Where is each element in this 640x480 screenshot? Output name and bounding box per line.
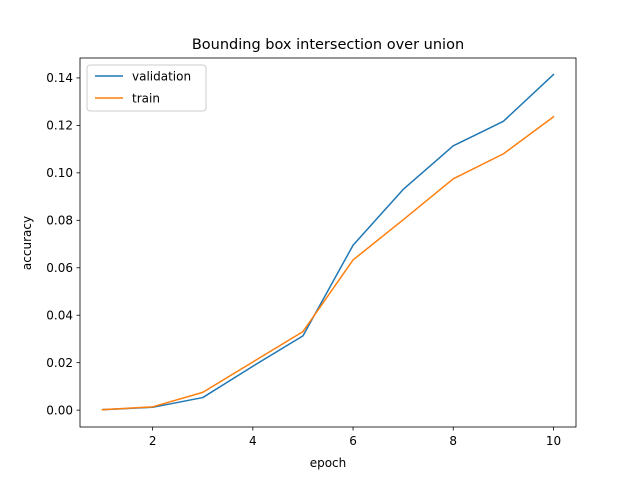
y-tick-label: 0.04 [46, 309, 73, 323]
x-tick-label: 6 [349, 434, 357, 448]
plot-area [79, 57, 577, 428]
y-axis: 0.00 0.02 0.04 0.06 0.08 0.10 0.12 0.14 [46, 71, 80, 417]
y-axis-label: accuracy [20, 216, 34, 270]
plot-frame [79, 57, 577, 428]
legend-label-train: train [132, 91, 160, 105]
y-tick-label: 0.08 [46, 214, 73, 228]
chart-title: Bounding box intersection over union [192, 37, 464, 53]
y-tick-label: 0.14 [46, 71, 73, 85]
legend: validation train [86, 64, 207, 112]
legend-label-validation: validation [132, 69, 191, 83]
x-tick-label: 10 [546, 434, 561, 448]
y-tick-label: 0.06 [46, 261, 73, 275]
x-tick-label: 4 [249, 434, 257, 448]
y-tick-label: 0.02 [46, 356, 73, 370]
x-axis: 2 4 6 8 10 [149, 427, 561, 448]
series-line-validation [101, 73, 555, 411]
x-tick-label: 2 [149, 434, 157, 448]
x-tick-label: 8 [449, 434, 457, 448]
y-tick-label: 0.10 [46, 166, 73, 180]
x-axis-label: epoch [310, 456, 347, 470]
series-line-train [101, 115, 555, 411]
y-tick-label: 0.00 [46, 403, 73, 417]
y-tick-label: 0.12 [46, 119, 73, 133]
